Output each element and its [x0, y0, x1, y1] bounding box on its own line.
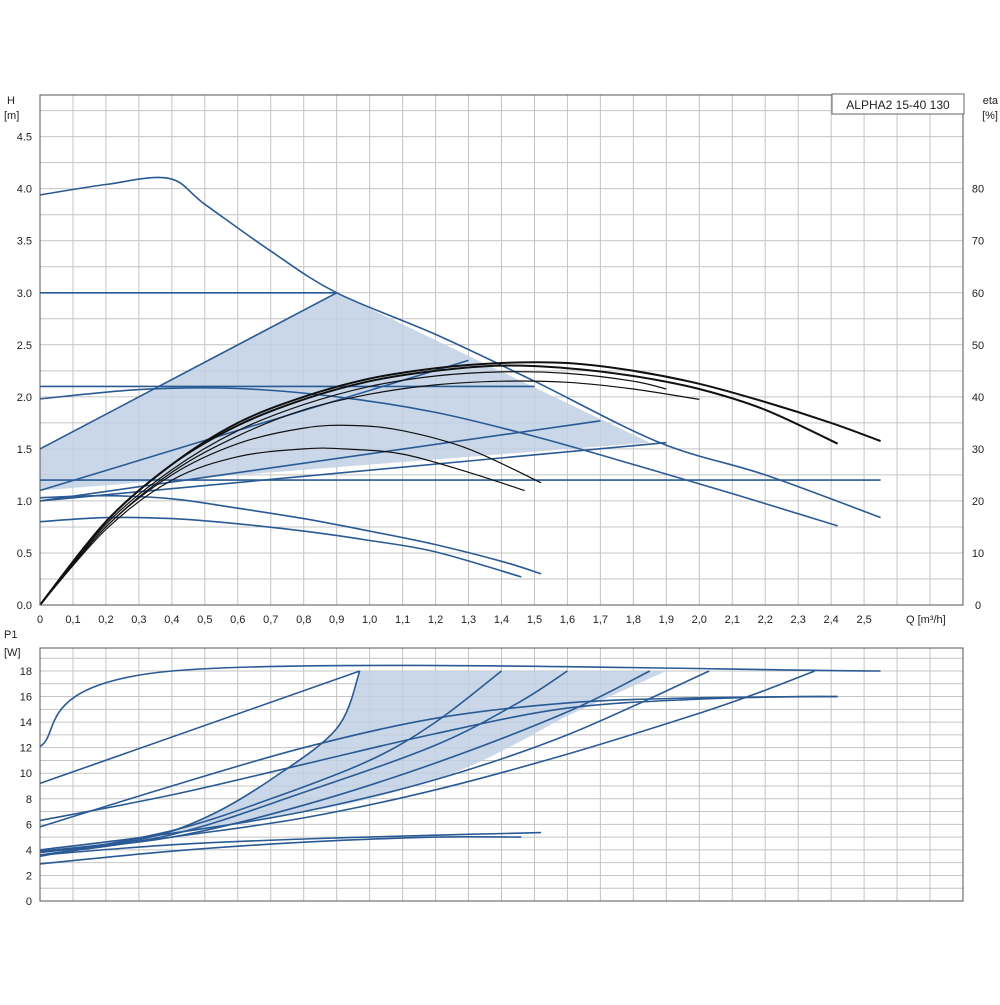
head-curve-4	[39, 420, 601, 502]
power-curve-10	[39, 831, 542, 856]
power-y-tick-label: 0	[26, 896, 32, 908]
head-plot-frame	[39, 94, 964, 606]
power-y-tick-label: 8	[26, 794, 32, 806]
y-tick-label: 4.0	[17, 184, 32, 196]
y2-tick-label: 0	[975, 600, 981, 612]
power-y-tick-label: 2	[26, 870, 32, 882]
x-tick-label: 2,1	[725, 614, 740, 626]
head-axis-label: H	[7, 95, 15, 107]
x-tick-label: 2,4	[823, 614, 838, 626]
power-axis-unit: [W]	[4, 647, 21, 659]
power-y-tick-label: 4	[26, 845, 32, 857]
x-tick-label: 0,3	[131, 614, 146, 626]
eta-curve-1	[39, 364, 839, 606]
eta-curve-5	[39, 447, 525, 606]
head-operating-area	[40, 292, 650, 491]
x-tick-label: 2,5	[856, 614, 871, 626]
y2-tick-label: 60	[972, 288, 984, 300]
x-tick-label: 1,9	[659, 614, 674, 626]
y-tick-label: 1.0	[17, 496, 32, 508]
x-tick-label: 0,5	[197, 614, 212, 626]
y-tick-label: 4.5	[17, 132, 32, 144]
y2-tick-label: 70	[972, 236, 984, 248]
power-y-tick-label: 14	[20, 717, 32, 729]
x-tick-label: 1,6	[560, 614, 575, 626]
y2-tick-label: 40	[972, 392, 984, 404]
x-tick-label: 1,3	[461, 614, 476, 626]
legend-box: ALPHA2 15-40 130	[831, 93, 965, 115]
head-curve-9	[39, 494, 542, 575]
x-tick-label: 1,1	[395, 614, 410, 626]
y2-tick-label: 80	[972, 184, 984, 196]
head-curve-8	[39, 387, 838, 527]
head-axis-unit: [m]	[4, 110, 19, 122]
y-tick-label: 2.5	[17, 340, 32, 352]
eta-curve-3	[39, 380, 700, 606]
x-tick-label: 0,4	[164, 614, 179, 626]
x-tick-label: 0,2	[98, 614, 113, 626]
head-curve-2	[39, 292, 338, 450]
eta-axis-label: eta	[983, 95, 999, 107]
y-tick-label: 0.5	[17, 548, 32, 560]
x-tick-label: 0,7	[263, 614, 278, 626]
power-y-tick-label: 16	[20, 692, 32, 704]
y2-tick-label: 30	[972, 444, 984, 456]
power-curve-2	[39, 670, 361, 852]
power-curve-0	[39, 664, 881, 748]
x-tick-label: 0	[37, 614, 43, 626]
y-tick-label: 1.5	[17, 444, 32, 456]
head-curve-5	[39, 441, 667, 502]
x-tick-label: 1,7	[593, 614, 608, 626]
x-tick-label: 1,5	[527, 614, 542, 626]
power-plot-frame	[39, 647, 964, 902]
x-tick-label: 1,0	[362, 614, 377, 626]
power-y-tick-label: 6	[26, 819, 32, 831]
x-tick-label: 0,9	[329, 614, 344, 626]
eta-curve-4	[39, 424, 542, 606]
y2-tick-label: 50	[972, 340, 984, 352]
power-axis-label: P1	[4, 629, 17, 641]
y-tick-label: 3.5	[17, 236, 32, 248]
legend-label: ALPHA2 15-40 130	[846, 98, 950, 112]
power-curve-7	[39, 670, 815, 856]
x-tick-label: 0,1	[65, 614, 80, 626]
y-tick-label: 2.0	[17, 392, 32, 404]
power-y-tick-label: 12	[20, 743, 32, 755]
flow-axis-label: Q [m³/h]	[906, 614, 946, 626]
power-curve-1	[39, 670, 361, 785]
x-tick-label: 0,6	[230, 614, 245, 626]
x-tick-label: 1,8	[626, 614, 641, 626]
y-tick-label: 3.0	[17, 288, 32, 300]
y2-tick-label: 10	[972, 548, 984, 560]
head-curve-0	[39, 176, 881, 519]
x-tick-label: 0,8	[296, 614, 311, 626]
y-tick-label: 0.0	[17, 600, 32, 612]
eta-curve-2	[39, 371, 667, 606]
power-y-tick-label: 10	[20, 768, 32, 780]
x-tick-label: 1,2	[428, 614, 443, 626]
power-y-tick-label: 18	[20, 666, 32, 678]
power-operating-area	[40, 671, 667, 850]
y2-tick-label: 20	[972, 496, 984, 508]
x-tick-label: 2,0	[692, 614, 707, 626]
x-tick-label: 1,4	[494, 614, 509, 626]
x-tick-label: 2,2	[758, 614, 773, 626]
head-curve-3	[39, 359, 469, 492]
eta-axis-unit: [%]	[982, 110, 998, 122]
power-curve-9	[39, 695, 838, 828]
power-curve-11	[39, 835, 522, 865]
power-curve-6	[39, 670, 710, 851]
x-tick-label: 2,3	[791, 614, 806, 626]
